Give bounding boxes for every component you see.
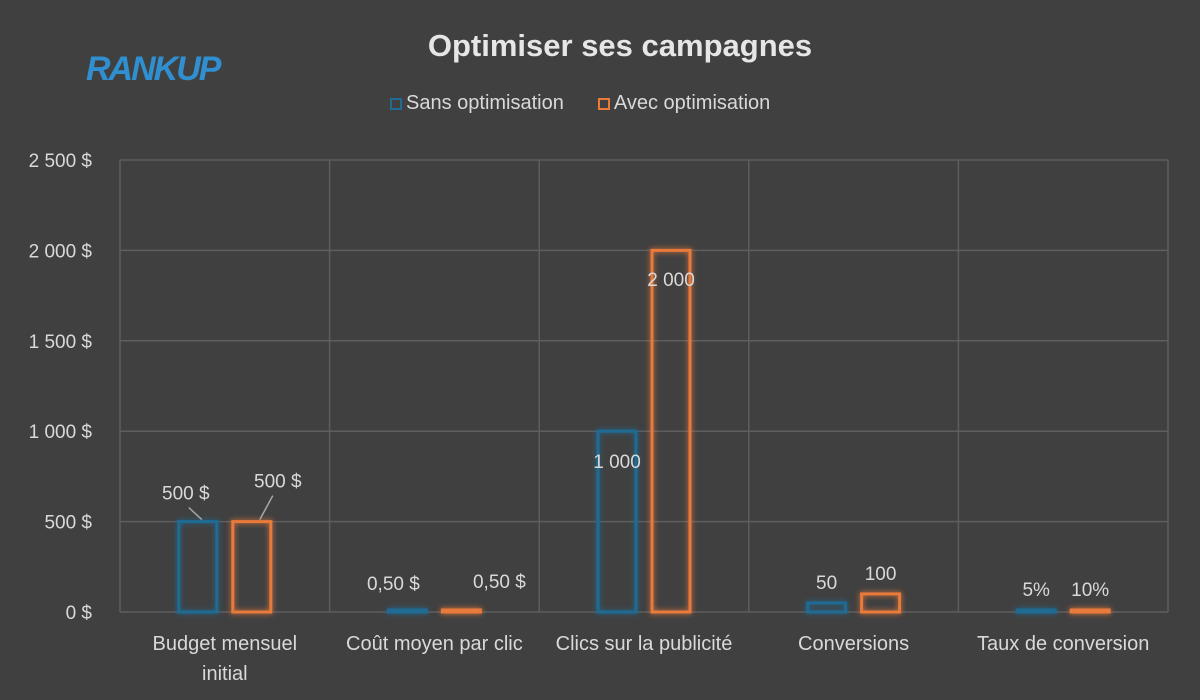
bar-avec — [860, 592, 902, 614]
legend-label-avec: Avec optimisation — [613, 92, 771, 114]
legend: Sans optimisation Avec optimisation — [390, 92, 770, 115]
y-tick-label: 0 $ — [66, 603, 93, 624]
data-label: 500 $ — [162, 484, 210, 505]
data-label: 0,50 $ — [473, 572, 526, 593]
data-label: 0,50 $ — [367, 574, 420, 595]
leader-line — [259, 495, 274, 520]
legend-swatch-avec — [597, 97, 610, 110]
bar-avec — [440, 608, 482, 614]
bar-sans — [596, 429, 638, 614]
x-tick-label: Conversions — [798, 633, 909, 655]
bar-sans — [806, 601, 848, 614]
bar-avec — [1069, 608, 1111, 614]
data-label: 5% — [1022, 580, 1050, 601]
data-label: 100 — [865, 564, 897, 585]
legend-item-avec: Avec optimisation — [597, 92, 771, 115]
bar-sans — [1015, 608, 1057, 614]
y-tick-label: 2 500 $ — [29, 151, 93, 172]
rankup-logo: RANKUP — [86, 50, 221, 88]
bar-avec — [231, 520, 273, 614]
data-label: 500 $ — [254, 472, 302, 493]
data-label: 1 000 — [593, 452, 641, 473]
y-tick-label: 500 $ — [44, 513, 92, 534]
x-tick-label: Budget mensuel — [153, 633, 298, 655]
x-tick-label: initial — [202, 663, 248, 685]
leader-line — [188, 507, 203, 521]
legend-item-sans: Sans optimisation — [390, 92, 564, 115]
data-label: 50 — [816, 573, 837, 594]
bar-sans — [177, 520, 219, 614]
y-tick-label: 1 000 $ — [29, 422, 93, 443]
x-tick-label: Coût moyen par clic — [346, 633, 523, 655]
bar-avec — [650, 248, 692, 614]
x-tick-label: Taux de conversion — [977, 633, 1149, 655]
y-tick-label: 1 500 $ — [29, 332, 93, 353]
y-tick-label: 2 000 $ — [29, 241, 93, 262]
bar-sans — [386, 608, 428, 614]
legend-label-sans: Sans optimisation — [406, 92, 564, 114]
data-label: 10% — [1071, 580, 1109, 601]
x-tick-label: Clics sur la publicité — [556, 633, 733, 655]
chart-title: Optimiser ses campagnes — [427, 28, 813, 63]
legend-swatch-sans — [390, 97, 402, 110]
data-label: 2 000 — [647, 270, 695, 291]
